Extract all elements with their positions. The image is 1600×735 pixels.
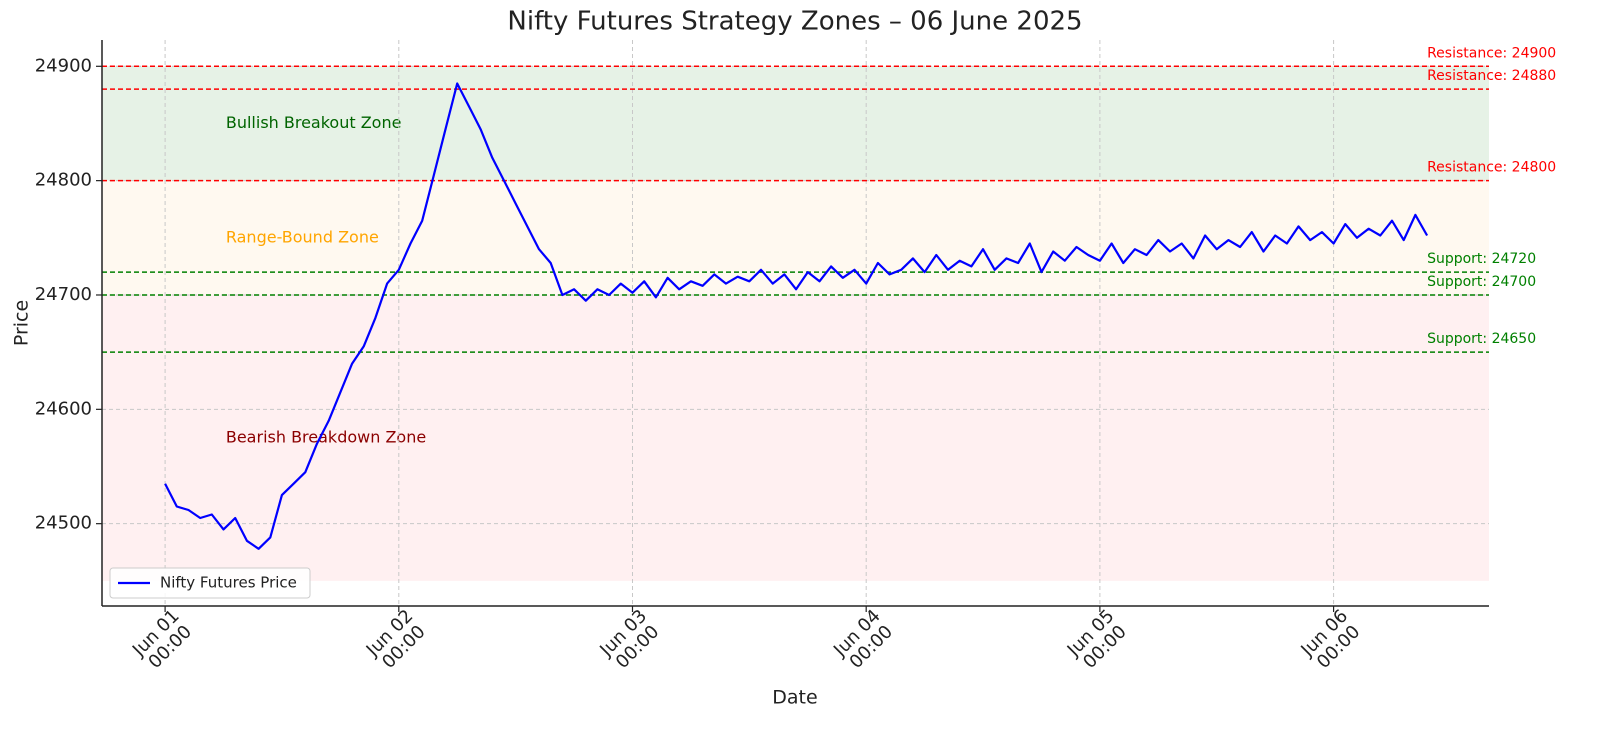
- level-label: Support: 24700: [1427, 274, 1536, 290]
- y-tick-label: 24500: [35, 513, 92, 534]
- zone: [102, 66, 1489, 181]
- y-tick-label: 24700: [35, 284, 92, 305]
- legend-box: [109, 567, 311, 599]
- legend-label: Nifty Futures Price: [160, 574, 297, 592]
- zone-label: Range-Bound Zone: [226, 227, 379, 246]
- level-label: Support: 24650: [1427, 331, 1536, 347]
- chart-title: Nifty Futures Strategy Zones – 06 June 2…: [507, 7, 1082, 37]
- x-tick-label: Jun 0600:00: [1296, 606, 1366, 676]
- zone-label: Bearish Breakdown Zone: [226, 427, 426, 446]
- zones: Bullish Breakout Zone Range-Bound Zone Bea…: [102, 66, 1489, 581]
- y-tick-label: 24800: [35, 170, 92, 191]
- zone-label: Bullish Breakout Zone: [226, 113, 402, 132]
- x-tick-label: Jun 0300:00: [595, 606, 665, 676]
- y-tick-label: 24900: [35, 55, 92, 76]
- y-tick-label: 24600: [35, 398, 92, 419]
- level-label: Resistance: 24800: [1427, 160, 1556, 176]
- y-axis-label: Price: [11, 300, 33, 346]
- x-axis-label: Date: [772, 687, 817, 709]
- zone: [102, 180, 1489, 295]
- x-tick-label: Jun 0500:00: [1063, 606, 1133, 676]
- level-label: Resistance: 24880: [1427, 68, 1556, 84]
- x-tick-label: Jun 0100:00: [128, 606, 198, 676]
- zone: [102, 294, 1489, 581]
- x-tick-label: Jun 0400:00: [829, 606, 899, 676]
- plot: [164, 82, 1429, 550]
- level-label: Support: 24720: [1427, 251, 1536, 267]
- x-tick-label: Jun 0200:00: [362, 606, 432, 676]
- price-line: [164, 82, 1429, 550]
- legend: Nifty Futures Price: [109, 567, 311, 599]
- levels: Resistance: 24900 Resistance: 24880 Resist…: [102, 45, 1556, 353]
- level-label: Resistance: 24900: [1427, 45, 1556, 61]
